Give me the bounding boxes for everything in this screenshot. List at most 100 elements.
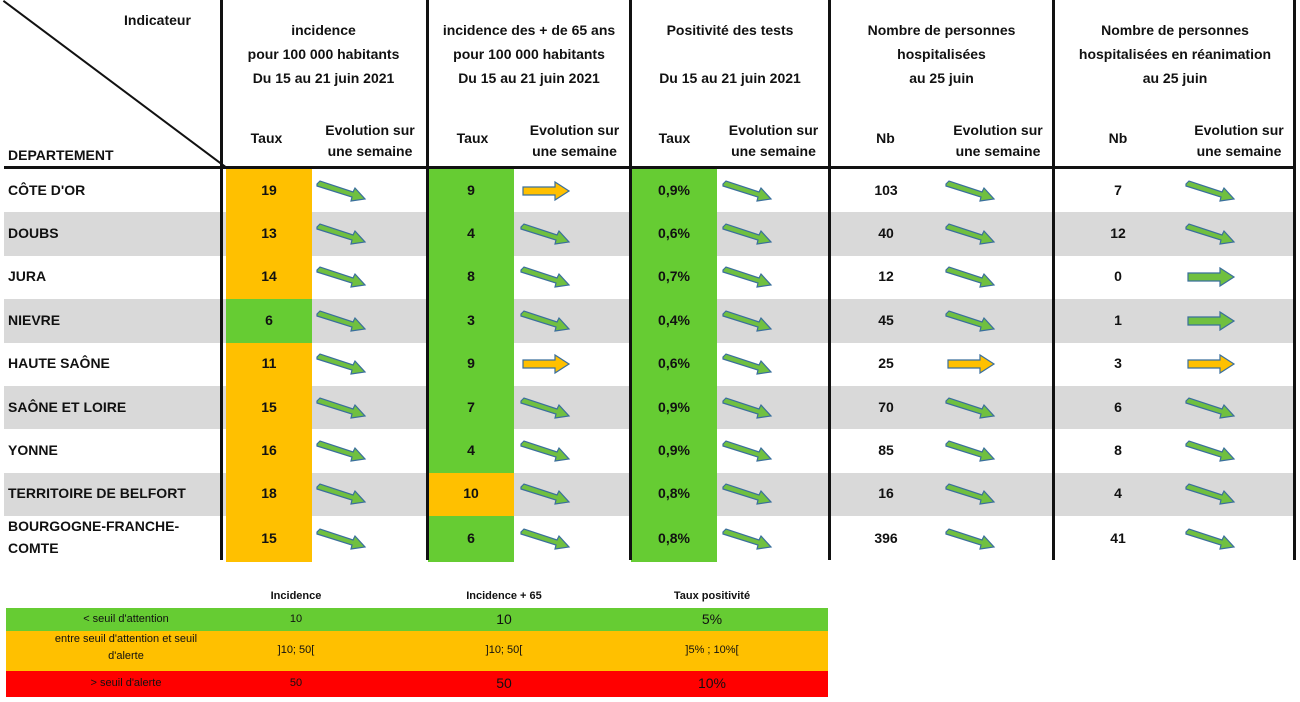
- table-row: YONNE 16 4 0,9% 85 8: [4, 429, 1296, 473]
- subheader-evolution: Evolution sur: [1194, 122, 1284, 138]
- trend-down-arrow-icon: [945, 223, 996, 245]
- trend-down-arrow-icon: [945, 310, 996, 332]
- value-cell: 0,9%: [658, 398, 690, 415]
- color-cell: [428, 516, 514, 563]
- column-divider: [828, 0, 831, 560]
- value-cell: 8: [1114, 442, 1122, 459]
- subheader-evolution: Evolution sur: [728, 122, 819, 138]
- value-cell: 15: [261, 530, 277, 547]
- subheader-evolution: Evolution sur: [325, 122, 415, 138]
- trend-down-arrow-icon: [722, 528, 773, 550]
- subheader-rate: Taux: [658, 130, 691, 146]
- trend-down-arrow-icon: [316, 440, 367, 462]
- column-divider: [220, 0, 223, 560]
- trend-down-arrow-icon: [520, 223, 571, 245]
- value-cell: 9: [467, 355, 475, 372]
- color-cell: [226, 299, 312, 343]
- legend-row: > seuil d'alerte 50 50 10%: [6, 671, 828, 697]
- legend-value: 5%: [701, 610, 723, 627]
- trend-down-arrow-icon: [945, 397, 996, 419]
- color-cell: [226, 255, 312, 300]
- trend-down-arrow-icon: [1185, 528, 1236, 550]
- color-cell: [631, 299, 717, 343]
- department-name: NIEVRE: [8, 311, 61, 328]
- trend-down-arrow-icon: [316, 353, 367, 376]
- subheader-evolution: Evolution sur: [953, 122, 1043, 138]
- color-cell: [428, 212, 514, 256]
- value-cell: 396: [874, 530, 898, 547]
- value-cell: 10: [463, 485, 479, 502]
- color-cell: [226, 342, 312, 386]
- group-header-line: au 25 juin: [1142, 70, 1208, 86]
- color-cell: [631, 429, 717, 473]
- trend-down-arrow-icon: [722, 353, 773, 376]
- group-header-line: Du 15 au 21 juin 2021: [252, 70, 395, 86]
- color-cell: [631, 212, 717, 256]
- subheader-evolution: une semaine: [955, 143, 1041, 159]
- column-divider: [1052, 0, 1055, 560]
- subheader-rate: Taux: [250, 130, 283, 146]
- trend-flat-arrow-icon: [1187, 310, 1236, 331]
- legend-value: 10%: [697, 675, 727, 691]
- value-cell: 18: [261, 485, 277, 502]
- color-cell: [631, 169, 717, 213]
- trend-down-arrow-icon: [316, 483, 367, 506]
- value-cell: 0,8%: [658, 530, 690, 547]
- trend-down-arrow-icon: [316, 223, 367, 245]
- legend-label: > seuil d'alerte: [90, 677, 162, 689]
- subheader-evolution: une semaine: [327, 143, 413, 159]
- table-row: HAUTE SAÔNE 11 9 0,6% 25 3: [4, 342, 1296, 386]
- legend-label: d'alerte: [108, 650, 144, 662]
- value-cell: 6: [1114, 398, 1122, 415]
- legend-value: 50: [496, 675, 512, 691]
- color-cell: [428, 255, 514, 300]
- legend-value: ]10; 50[: [485, 644, 523, 656]
- trend-down-arrow-icon: [520, 397, 571, 419]
- trend-down-arrow-icon: [520, 528, 571, 550]
- legend-value: 10: [289, 612, 303, 625]
- value-cell: 0: [1114, 268, 1122, 285]
- table-row: BOURGOGNE-FRANCHE- COMTE 15 6 0,8% 396 41: [4, 516, 1296, 563]
- trend-down-arrow-icon: [1185, 180, 1236, 202]
- value-cell: 1: [1114, 311, 1122, 328]
- legend-header: Incidence + 65: [466, 590, 542, 602]
- legend-value: ]10; 50[: [277, 644, 315, 656]
- color-cell: [226, 386, 312, 430]
- value-cell: 4: [467, 442, 475, 459]
- legend-row: < seuil d'attention 10 10 5%: [6, 608, 828, 631]
- trend-down-arrow-icon: [722, 223, 773, 245]
- value-cell: 0,4%: [658, 311, 690, 328]
- value-cell: 70: [878, 398, 894, 415]
- color-cell: [631, 342, 717, 386]
- legend-value: 10: [496, 610, 512, 627]
- color-cell: [428, 299, 514, 343]
- color-cell: [226, 516, 312, 563]
- subheader-evolution: une semaine: [532, 143, 617, 159]
- table-row: NIEVRE 6 3 0,4% 45 1: [4, 299, 1296, 343]
- group-header-line: Nombre de personnes: [867, 22, 1016, 38]
- value-cell: 9: [467, 181, 475, 198]
- department-name: CÔTE D'OR: [8, 181, 86, 198]
- column-divider: [629, 0, 632, 560]
- trend-down-arrow-icon: [520, 266, 571, 289]
- color-cell: [428, 472, 514, 517]
- trend-down-arrow-icon: [1185, 397, 1236, 419]
- departement-label: DEPARTEMENT: [8, 147, 114, 163]
- department-name: COMTE: [8, 540, 59, 557]
- group-header-line: pour 100 000 habitants: [247, 46, 400, 62]
- value-cell: 7: [467, 398, 475, 415]
- value-cell: 7: [1114, 181, 1122, 198]
- trend-down-arrow-icon: [722, 397, 773, 419]
- group-header-line: hospitalisées en réanimation: [1078, 46, 1272, 62]
- table-row: TERRITOIRE DE BELFORT 18 10 0,8% 16 4: [4, 472, 1296, 517]
- value-cell: 0,6%: [658, 355, 690, 372]
- value-cell: 16: [878, 485, 894, 502]
- trend-down-arrow-icon: [1185, 483, 1236, 506]
- value-cell: 25: [878, 355, 894, 372]
- trend-down-arrow-icon: [316, 528, 367, 550]
- subheader-evolution: une semaine: [731, 143, 816, 159]
- table-row: SAÔNE ET LOIRE 15 7 0,9% 70 6: [4, 386, 1296, 430]
- column-divider: [1293, 0, 1296, 560]
- value-cell: 12: [1110, 225, 1126, 242]
- trend-down-arrow-icon: [722, 180, 773, 202]
